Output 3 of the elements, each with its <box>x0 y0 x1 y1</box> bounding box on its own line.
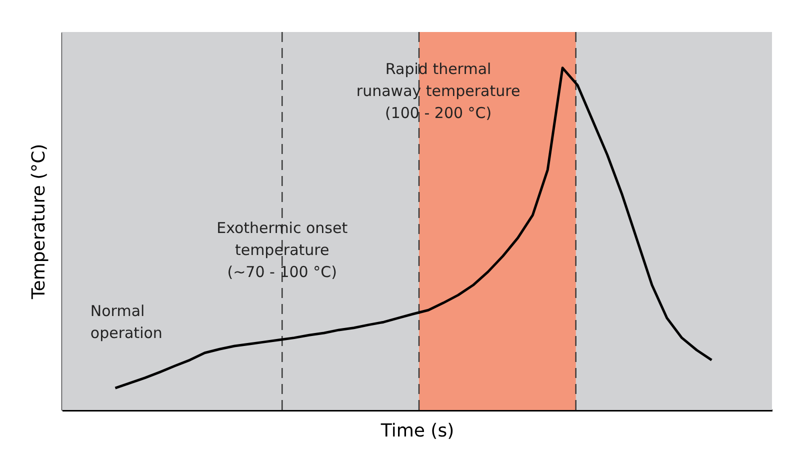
annotation: Normal operation <box>90 302 162 342</box>
y-axis-title: Temperature (°C) <box>28 144 50 300</box>
x-axis-title: Time (s) <box>380 420 454 442</box>
